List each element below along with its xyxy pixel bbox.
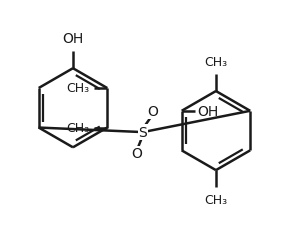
- Text: S: S: [139, 126, 147, 140]
- Text: CH₃: CH₃: [66, 122, 89, 134]
- Text: CH₃: CH₃: [66, 82, 89, 95]
- Text: CH₃: CH₃: [204, 56, 227, 69]
- Text: OH: OH: [197, 104, 218, 118]
- Text: O: O: [148, 104, 158, 118]
- Text: CH₃: CH₃: [204, 193, 227, 206]
- Text: OH: OH: [62, 32, 83, 46]
- Text: O: O: [131, 147, 142, 161]
